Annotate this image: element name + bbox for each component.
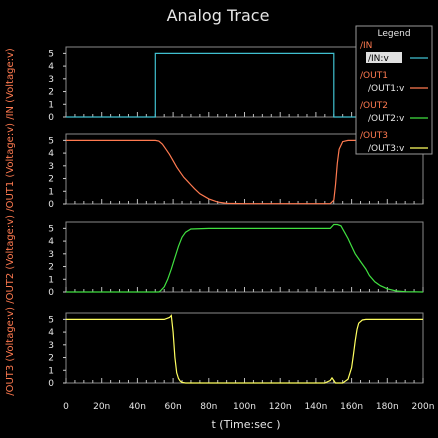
legend-group-label: /IN (360, 41, 372, 51)
x-tick-label: 0 (63, 402, 69, 412)
y-tick-label: 2 (48, 263, 54, 273)
y-tick-label: 1 (48, 187, 54, 197)
panel-frame (65, 221, 424, 293)
y-axis-label: /OUT1 (Voltage:v) (5, 120, 16, 212)
series-line-out2v (66, 223, 424, 293)
x-axis-label: t (Time:sec ) (211, 418, 280, 431)
legend-selection-highlight (366, 52, 402, 63)
legend-group-label: /OUT3 (360, 131, 388, 141)
chart-title: Analog Trace (167, 6, 270, 25)
y-axis-label: /IN (Voltage:v) (5, 48, 16, 120)
legend-frame (355, 25, 433, 155)
legend-box: Legend/IN/IN:v/OUT1/OUT1:v/OUT2/OUT2:v/O… (355, 25, 433, 155)
y-tick-label: 2 (48, 88, 54, 98)
y-tick-label: 5 (48, 315, 54, 325)
y-tick-label: 5 (48, 136, 54, 146)
x-tick-label: 40n (129, 402, 146, 412)
legend-title: Legend (377, 29, 410, 39)
x-axis: 0 20n 40n 60n 80n 100n 120n 140n 160n 180n 200n (63, 402, 434, 412)
x-tick-label: 80n (200, 402, 217, 412)
x-tick-label: 180n (376, 402, 399, 412)
y-tick-label: 1 (48, 366, 54, 376)
y-tick-label: 1 (48, 275, 54, 285)
y-tick-label: 3 (48, 162, 54, 172)
series-line-inv (66, 52, 423, 118)
x-tick-label: 160n (340, 402, 363, 412)
y-tick-label: 3 (48, 250, 54, 260)
y-tick-label: 0 (48, 113, 54, 123)
legend-group-label: /OUT1 (360, 71, 388, 81)
legend-entry-label: /OUT1:v (368, 84, 405, 94)
y-tick-label: 4 (48, 62, 54, 72)
panel-frame (65, 312, 424, 384)
panel-2: 0 1 2 3 4 5 (48, 133, 424, 210)
panel-4: 0 1 2 3 4 5 (48, 312, 424, 389)
legend-entry-label: /OUT2:v (368, 114, 405, 124)
y-tick-label: 0 (48, 288, 54, 298)
y-axis-labels: /OUT3 (Voltage:v) /OUT2 (Voltage:v) /OUT… (5, 48, 16, 396)
y-tick-label: 3 (48, 341, 54, 351)
panel-3: 0 1 2 3 4 5 (48, 221, 424, 298)
y-tick-label: 4 (48, 237, 54, 247)
y-tick-label: 5 (48, 224, 54, 234)
series-line-out3v (66, 314, 423, 384)
y-tick-label: 2 (48, 354, 54, 364)
panel-1: 0 1 2 3 4 5 (48, 46, 424, 123)
y-tick-label: 0 (48, 200, 54, 210)
plot-panels: 0 1 2 3 4 5 0 1 2 3 4 5 0 1 2 3 4 5 0 1 2 3 4 5 (48, 46, 424, 389)
legend-entry-label: /IN:v (368, 54, 389, 64)
x-tick-label: 140n (304, 402, 327, 412)
x-tick-label: 60n (165, 402, 182, 412)
x-tick-label: 200n (412, 402, 435, 412)
legend-entry-label: /OUT3:v (368, 144, 405, 154)
x-tick-label: 20n (93, 402, 110, 412)
x-tick-label: 120n (269, 402, 292, 412)
y-tick-label: 0 (48, 379, 54, 389)
y-tick-label: 5 (48, 49, 54, 59)
y-axis-label: /OUT2 (Voltage:v) (5, 212, 16, 304)
y-tick-label: 3 (48, 75, 54, 85)
y-axis-label: /OUT3 (Voltage:v) (5, 304, 16, 396)
y-tick-label: 4 (48, 149, 54, 159)
legend-group-label: /OUT2 (360, 101, 388, 111)
x-tick-label: 100n (233, 402, 256, 412)
y-tick-label: 2 (48, 175, 54, 185)
y-tick-label: 1 (48, 100, 54, 110)
y-tick-label: 4 (48, 328, 54, 338)
series-line-out1v (66, 139, 423, 205)
